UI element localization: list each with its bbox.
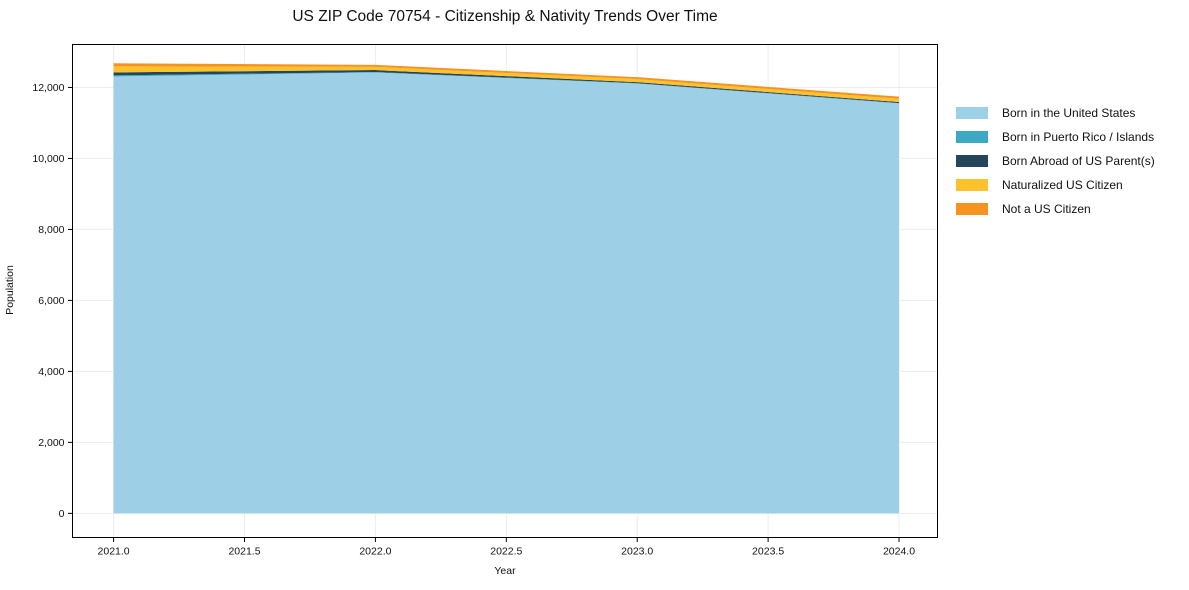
legend-item: Not a US Citizen <box>956 197 1155 221</box>
legend-swatch <box>956 131 988 143</box>
area-series-1 <box>113 72 900 104</box>
x-tick-label: 2024.0 <box>883 546 915 558</box>
y-axis-label: Population <box>4 265 16 315</box>
x-tick-label: 2022.5 <box>490 546 522 558</box>
legend-swatch <box>956 107 988 119</box>
x-tick-label: 2022.0 <box>359 546 391 558</box>
x-axis-label: Year <box>494 565 516 577</box>
area-series-3 <box>113 66 900 102</box>
legend-swatch <box>956 203 988 215</box>
legend-label: Not a US Citizen <box>1002 202 1091 216</box>
area-series-0 <box>113 72 900 514</box>
x-tick-label: 2021.0 <box>98 546 130 558</box>
legend-swatch <box>956 155 988 167</box>
y-tick-label: 4,000 <box>38 366 64 378</box>
legend-label: Born in the United States <box>1002 106 1136 120</box>
y-tick-label: 6,000 <box>38 295 64 307</box>
y-tick-label: 0 <box>59 508 65 520</box>
y-tick-label: 10,000 <box>32 153 64 165</box>
x-tick-label: 2023.0 <box>621 546 653 558</box>
y-tick-label: 2,000 <box>38 437 64 449</box>
legend-swatch <box>956 179 988 191</box>
area-series-2 <box>113 70 900 104</box>
plot-frame <box>72 44 938 538</box>
legend: Born in the United States Born in Puerto … <box>956 101 1155 221</box>
x-tick-label: 2021.5 <box>228 546 260 558</box>
y-tick-label: 12,000 <box>32 82 64 94</box>
chart-title: US ZIP Code 70754 - Citizenship & Nativi… <box>292 8 718 25</box>
legend-label: Born in Puerto Rico / Islands <box>1002 130 1155 144</box>
legend-item: Born in Puerto Rico / Islands <box>956 125 1155 149</box>
y-tick-label: 8,000 <box>38 224 64 236</box>
legend-item: Born Abroad of US Parent(s) <box>956 149 1155 173</box>
x-tick-label: 2023.5 <box>752 546 784 558</box>
legend-item: Naturalized US Citizen <box>956 173 1155 197</box>
legend-label: Naturalized US Citizen <box>1002 178 1123 192</box>
legend-label: Born Abroad of US Parent(s) <box>1002 154 1155 168</box>
legend-item: Born in the United States <box>956 101 1155 125</box>
